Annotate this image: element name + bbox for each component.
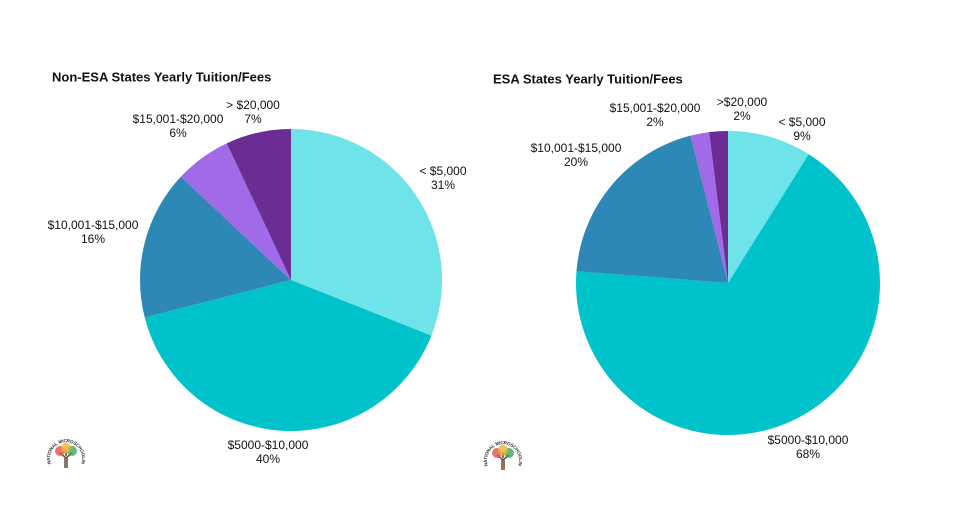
slice-value-label: 40%: [256, 452, 280, 466]
pie-slice: [291, 129, 442, 336]
pie-slice: [728, 131, 809, 283]
chart-title: ESA States Yearly Tuition/Fees: [493, 71, 683, 86]
logo-trunk: [59, 450, 73, 468]
pie-slice: [144, 280, 432, 432]
slice-category-label: >$20,000: [717, 95, 768, 109]
slice-value-label: 7%: [244, 112, 262, 126]
slice-value-label: 68%: [796, 447, 820, 461]
slice-value-label: 16%: [81, 232, 105, 246]
slice-category-label: $10,001-$15,000: [531, 141, 622, 155]
logo: NATIONAL MICROSCHOOLING CENTER: [483, 440, 523, 480]
pie-slice: [226, 129, 291, 280]
slice-value-label: 31%: [431, 178, 455, 192]
slice-category-label: $15,001-$20,000: [133, 112, 224, 126]
slice-value-label: 9%: [793, 129, 811, 143]
slice-category-label: < $5,000: [419, 164, 466, 178]
slice-category-label: < $5,000: [778, 115, 825, 129]
slice-category-label: $5000-$10,000: [228, 438, 309, 452]
slice-value-label: 6%: [169, 126, 187, 140]
pie-slice: [690, 132, 728, 283]
slice-value-label: 2%: [733, 109, 751, 123]
pie-slice: [576, 135, 728, 283]
slice-value-label: 20%: [564, 155, 588, 169]
pie-slice: [140, 176, 291, 318]
logo-leaves: [61, 443, 71, 453]
pie-slice: [709, 131, 728, 283]
slice-category-label: $5000-$10,000: [768, 433, 849, 447]
slice-category-label: $15,001-$20,000: [610, 101, 701, 115]
pie-slice: [180, 143, 291, 280]
logo: NATIONAL MICROSCHOOLING CENTER: [46, 438, 86, 478]
slice-value-label: 2%: [646, 115, 664, 129]
chart-title: Non-ESA States Yearly Tuition/Fees: [52, 69, 271, 84]
slice-category-label: > $20,000: [226, 98, 280, 112]
logo-leaves: [498, 445, 508, 455]
logo-trunk: [496, 452, 510, 470]
slice-category-label: $10,001-$15,000: [48, 218, 139, 232]
pie-slice: [575, 154, 880, 435]
